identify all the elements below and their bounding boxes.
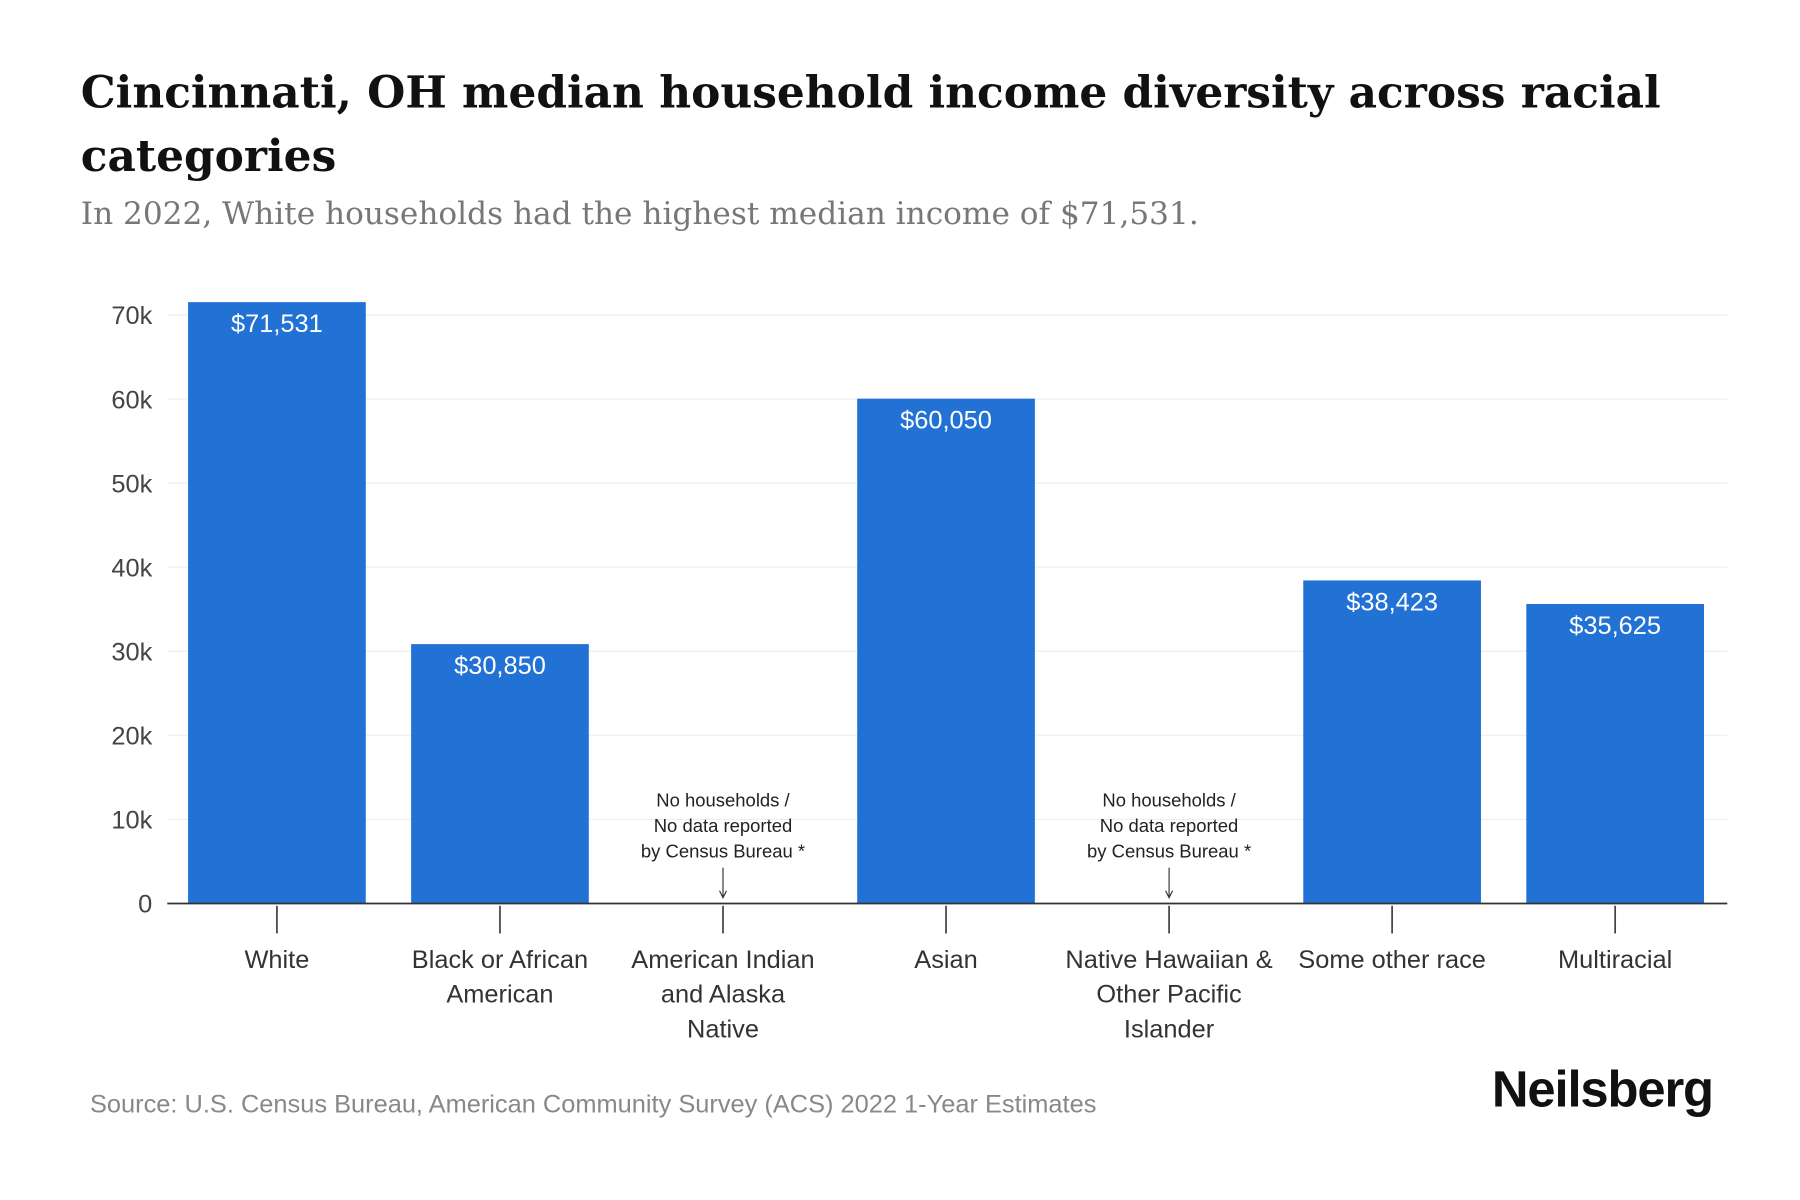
- bar: [857, 398, 1035, 904]
- no-data-note: No households /: [656, 790, 790, 811]
- x-tick-label: and Alaska: [661, 981, 786, 1009]
- bar: [1526, 603, 1704, 904]
- y-tick-label: 70k: [111, 302, 152, 330]
- bar-value-label: $60,050: [900, 407, 992, 435]
- y-tick-label: 20k: [111, 723, 152, 751]
- y-tick-label: 50k: [111, 470, 152, 498]
- no-data-note: No households /: [1102, 790, 1236, 811]
- y-tick-label: 60k: [111, 386, 152, 414]
- x-tick-label: American Indian: [631, 946, 814, 974]
- no-data-note: by Census Bureau *: [1087, 840, 1251, 861]
- bar-value-label: $38,423: [1346, 588, 1438, 616]
- chart-subtitle: In 2022, White households had the highes…: [80, 196, 1199, 232]
- x-tick-label: Islander: [1124, 1015, 1215, 1043]
- no-data-note: by Census Bureau *: [641, 840, 805, 861]
- x-tick-label: Asian: [914, 946, 977, 974]
- y-tick-label: 0: [138, 891, 152, 919]
- y-tick-label: 10k: [111, 807, 152, 835]
- x-tick-label: Native: [687, 1015, 759, 1043]
- x-tick-label: Other Pacific: [1096, 981, 1242, 1009]
- y-tick-label: 30k: [111, 638, 152, 666]
- bar-value-label: $71,531: [231, 310, 323, 338]
- no-data-arrowhead: [1165, 890, 1174, 899]
- neilsberg-logo: Neilsberg: [1491, 1061, 1714, 1119]
- bar: [411, 644, 589, 904]
- bar: [1303, 580, 1481, 904]
- bar-value-label: $35,625: [1569, 612, 1661, 640]
- no-data-arrowhead: [719, 890, 727, 899]
- x-tick-label: Native Hawaiian &: [1065, 946, 1272, 974]
- bar: [188, 302, 366, 904]
- bar-value-label: $30,850: [454, 652, 546, 680]
- y-tick-label: 40k: [111, 554, 152, 582]
- source-note: Source: U.S. Census Bureau, American Com…: [89, 1089, 1097, 1119]
- x-tick-label: Some other race: [1298, 946, 1486, 974]
- x-tick-label: Multiracial: [1558, 946, 1672, 974]
- no-data-note: No data reported: [654, 815, 793, 836]
- no-data-note: No data reported: [1100, 815, 1239, 836]
- x-tick-label: Black or African: [412, 946, 588, 974]
- x-tick-label: American: [446, 981, 553, 1009]
- chart-title: Cincinnati, OH median household income d…: [80, 65, 1661, 182]
- x-tick-label: White: [244, 946, 309, 974]
